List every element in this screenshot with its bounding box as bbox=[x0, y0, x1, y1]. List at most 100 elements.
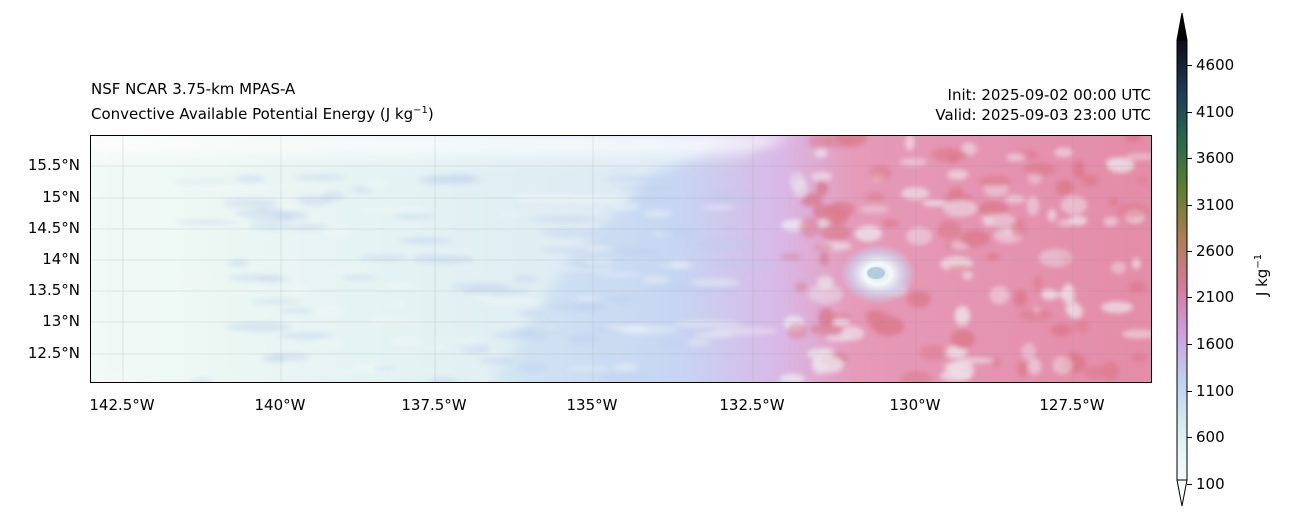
cape-texture bbox=[1018, 309, 1053, 321]
lat-tick-label: 14.5°N bbox=[27, 219, 80, 237]
colorbar-extend-min bbox=[1176, 479, 1188, 507]
cape-texture bbox=[660, 341, 685, 346]
cape-texture bbox=[1121, 329, 1151, 339]
cape-texture bbox=[694, 240, 750, 249]
cape-texture bbox=[314, 306, 347, 317]
cape-texture bbox=[191, 378, 213, 382]
cape-texture bbox=[1050, 323, 1073, 337]
lat-tick-label: 13.5°N bbox=[27, 281, 80, 299]
cape-texture bbox=[599, 373, 651, 381]
cape-texture bbox=[870, 165, 892, 181]
cape-texture bbox=[818, 219, 829, 228]
cape-texture bbox=[814, 147, 828, 159]
colorbar-tick-label: 2600 bbox=[1196, 242, 1235, 260]
cape-texture bbox=[814, 243, 834, 251]
cape-texture bbox=[1136, 176, 1148, 184]
cape-texture bbox=[816, 180, 828, 197]
cape-texture bbox=[1125, 153, 1151, 161]
cape-texture bbox=[321, 192, 345, 201]
cape-texture bbox=[949, 187, 964, 200]
lat-tick-label: 15°N bbox=[42, 188, 80, 206]
cape-texture bbox=[810, 171, 833, 182]
cape-texture bbox=[1021, 342, 1036, 361]
cape-texture bbox=[513, 275, 540, 283]
cape-texture bbox=[947, 265, 975, 273]
cape-texture bbox=[942, 200, 978, 217]
cape-texture bbox=[642, 275, 670, 285]
cape-texture bbox=[643, 209, 673, 219]
cape-texture bbox=[1116, 203, 1150, 219]
cape-texture bbox=[820, 224, 852, 241]
cape-texture bbox=[1060, 195, 1088, 215]
lat-tick-label: 12.5°N bbox=[27, 344, 80, 362]
colorbar-tick-label: 600 bbox=[1196, 428, 1225, 446]
cape-texture bbox=[1052, 356, 1073, 375]
cape-texture bbox=[314, 340, 341, 347]
cape-texture bbox=[1111, 261, 1127, 275]
cape-texture bbox=[1132, 353, 1147, 362]
cape-texture bbox=[1057, 219, 1074, 227]
cape-texture bbox=[617, 185, 674, 191]
lon-tick-label: 140°W bbox=[254, 396, 306, 414]
cape-texture bbox=[800, 192, 823, 207]
cape-texture bbox=[568, 333, 599, 344]
cape-texture bbox=[225, 322, 292, 332]
colorbar-tick bbox=[1187, 112, 1192, 113]
cape-texture bbox=[605, 325, 639, 330]
cape-texture bbox=[566, 366, 611, 371]
cape-texture bbox=[780, 253, 802, 260]
cape-texture bbox=[906, 227, 933, 246]
cape-map bbox=[90, 135, 1152, 383]
cape-texture bbox=[287, 224, 329, 231]
init-time: Init: 2025-09-02 00:00 UTC bbox=[947, 86, 1151, 104]
cape-texture bbox=[573, 264, 607, 269]
cape-texture bbox=[1101, 301, 1134, 314]
cape-texture bbox=[991, 357, 1001, 368]
cape-texture bbox=[575, 295, 600, 302]
cape-texture bbox=[605, 176, 665, 183]
cape-texture bbox=[983, 213, 1016, 228]
colorbar-tick bbox=[1187, 158, 1192, 159]
colorbar-tick-label: 4600 bbox=[1196, 56, 1235, 74]
lon-tick-label: 127.5°W bbox=[1039, 396, 1105, 414]
cape-texture bbox=[613, 247, 659, 256]
cape-texture bbox=[269, 353, 309, 361]
colorbar-tick bbox=[1187, 65, 1192, 66]
cape-texture bbox=[655, 263, 696, 268]
cape-texture bbox=[630, 196, 666, 202]
colorbar-tick-label: 100 bbox=[1196, 475, 1225, 493]
cape-texture bbox=[248, 223, 295, 230]
cape-texture bbox=[811, 355, 845, 374]
colorbar-tick-label: 3600 bbox=[1196, 149, 1235, 167]
cape-texture bbox=[591, 328, 623, 333]
cape-texture bbox=[1061, 283, 1075, 304]
cape-texture bbox=[866, 192, 885, 202]
cape-texture bbox=[382, 282, 417, 290]
lon-tick-label: 137.5°W bbox=[401, 396, 467, 414]
colorbar-label-text: J kg bbox=[1253, 268, 1271, 297]
cape-texture bbox=[452, 282, 510, 291]
cape-texture bbox=[824, 136, 854, 149]
cape-texture bbox=[480, 357, 513, 364]
cape-texture bbox=[1065, 299, 1079, 316]
cape-texture bbox=[249, 217, 295, 223]
cape-texture bbox=[509, 327, 563, 336]
colorbar-tick bbox=[1187, 251, 1192, 252]
cape-texture bbox=[858, 205, 889, 214]
cape-texture bbox=[672, 320, 743, 328]
colorbar-tick-label: 4100 bbox=[1196, 103, 1235, 121]
cape-texture bbox=[807, 284, 844, 304]
cape-texture bbox=[1026, 195, 1040, 216]
cape-texture bbox=[466, 375, 502, 381]
cape-texture bbox=[548, 303, 603, 310]
cape-texture bbox=[228, 274, 283, 282]
cape-texture bbox=[1109, 197, 1118, 206]
cape-texture bbox=[905, 136, 915, 152]
cape-texture bbox=[420, 345, 480, 350]
cape-texture bbox=[1004, 194, 1026, 204]
colorbar-tick-label: 2100 bbox=[1196, 288, 1235, 306]
cape-texture bbox=[951, 329, 976, 349]
field-title-text: Convective Available Potential Energy (J… bbox=[91, 105, 414, 123]
cape-texture bbox=[388, 336, 423, 346]
